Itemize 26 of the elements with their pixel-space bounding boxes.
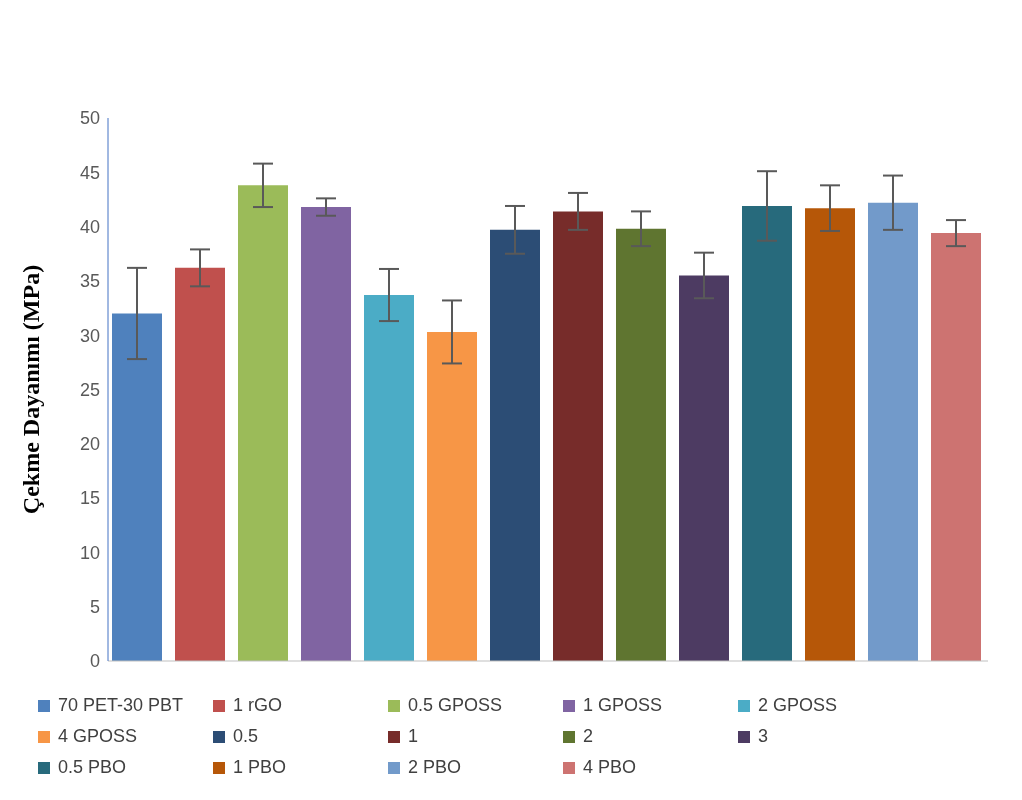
legend-label: 0.5 [233,726,259,747]
legend-label: 70 PET-30 PBT [58,695,184,716]
legend-label: 2 [583,726,594,747]
y-tick-label: 0 [89,651,100,672]
y-tick-label: 5 [89,597,100,618]
legend-label: 3 [758,726,769,747]
y-tick-label: 40 [79,216,100,237]
legend-label: 1 GPOSS [583,695,663,716]
y-tick-label: 35 [79,271,100,292]
legend-label: 1 PBO [233,757,287,778]
y-tick-label: 15 [79,488,100,509]
y-tick-label: 20 [79,434,100,455]
legend-label: 1 rGO [233,695,283,716]
legend-label: 1 [408,726,419,747]
y-tick-label: 50 [79,108,100,129]
y-tick-label: 30 [79,325,100,346]
legend-label: 2 GPOSS [758,695,838,716]
y-tick-label: 10 [79,542,100,563]
legend-label: 0.5 PBO [58,757,127,778]
legend-label: 4 GPOSS [58,726,138,747]
y-tick-label: 45 [79,162,100,183]
legend-label: 2 PBO [408,757,462,778]
legend-label: 4 PBO [583,757,637,778]
y-tick-label: 25 [79,379,100,400]
legend-label: 0.5 GPOSS [408,695,503,716]
y-axis-title: Çekme Dayanımı (MPa) [17,264,44,515]
